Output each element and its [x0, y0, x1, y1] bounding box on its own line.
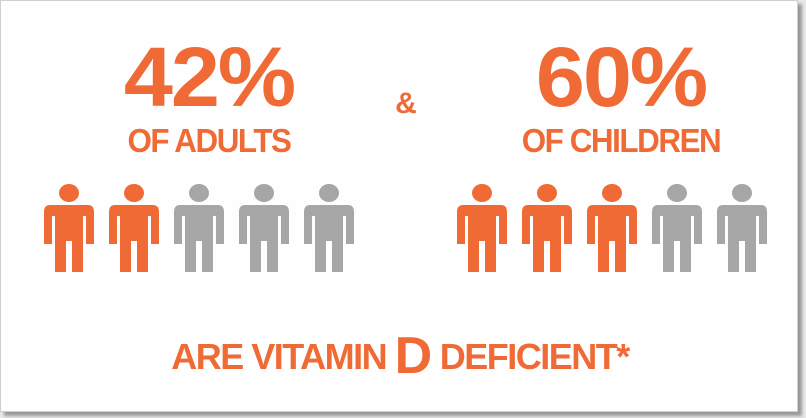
adults-percent: 42% [123, 30, 296, 124]
person-icon [457, 184, 507, 272]
footer-statement: ARE VITAMIN D DEFICIENT* [1, 330, 799, 382]
person-icon [174, 184, 224, 272]
children-percent: 60% [535, 30, 708, 124]
person-icon [717, 184, 767, 272]
adults-people-row [41, 184, 357, 274]
adults-label: OF ADULTS [127, 122, 291, 159]
children-people-row [454, 184, 770, 274]
footer-emphasis: D [394, 327, 433, 385]
ampersand: & [395, 87, 417, 120]
person-icon [44, 184, 94, 272]
person-icon [522, 184, 572, 272]
person-icon [239, 184, 289, 272]
person-icon [587, 184, 637, 272]
person-icon [109, 184, 159, 272]
infographic-card: 42% OF ADULTS & 60% OF CHILDREN ARE VITA… [0, 0, 798, 412]
person-icon [652, 184, 702, 272]
children-label: OF CHILDREN [521, 122, 722, 159]
footer-text-before: ARE VITAMIN [171, 336, 395, 377]
person-icon [304, 184, 354, 272]
footer-text-after: DEFICIENT* [431, 336, 631, 377]
